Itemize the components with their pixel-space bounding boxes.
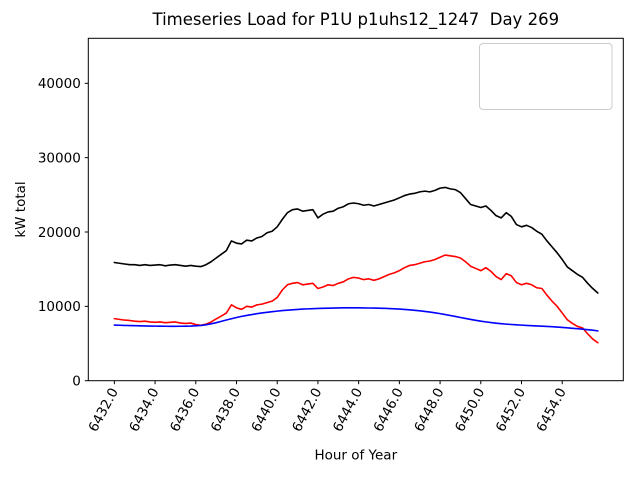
x-axis-ticks: 6432.0 6434.0 6436.0 6438.0 6440.0 6442.0 6444… (86, 380, 570, 435)
series-line-commercial (113, 306, 599, 332)
y-axis-ticks: 0 10000 20000 30000 40000 (38, 76, 89, 390)
x-tick-label: 6450.0 (452, 385, 488, 434)
y-axis-label: kW total (13, 181, 29, 237)
x-tick-label: 6434.0 (126, 385, 162, 434)
x-tick-label: 6454.0 (533, 385, 569, 434)
y-tick-label: 20000 (38, 225, 81, 241)
x-tick-label: 6442.0 (289, 385, 325, 434)
y-tick-label: 40000 (38, 76, 81, 92)
chart-title: Timeseries Load for P1U p1uhs12_1247 Day… (152, 10, 560, 30)
x-tick-label: 6432.0 (86, 385, 122, 434)
series-lines (113, 186, 599, 344)
y-tick-label: 10000 (38, 299, 81, 315)
series-line-total (113, 186, 599, 294)
x-tick-label: 6444.0 (330, 385, 366, 434)
series-line-residential (113, 254, 599, 344)
x-tick-label: 6452.0 (493, 385, 529, 434)
legend-box (479, 43, 613, 110)
x-tick-label: 6446.0 (371, 385, 407, 434)
y-tick-label: 0 (72, 374, 81, 390)
y-tick-label: 30000 (38, 150, 81, 166)
plot-area-frame (87, 37, 624, 382)
x-tick-label: 6448.0 (411, 385, 447, 434)
x-axis-label: Hour of Year (314, 448, 397, 464)
x-tick-label: 6438.0 (208, 385, 244, 434)
x-tick-label: 6436.0 (167, 385, 203, 434)
legend (479, 43, 613, 110)
x-tick-label: 6440.0 (248, 385, 284, 434)
